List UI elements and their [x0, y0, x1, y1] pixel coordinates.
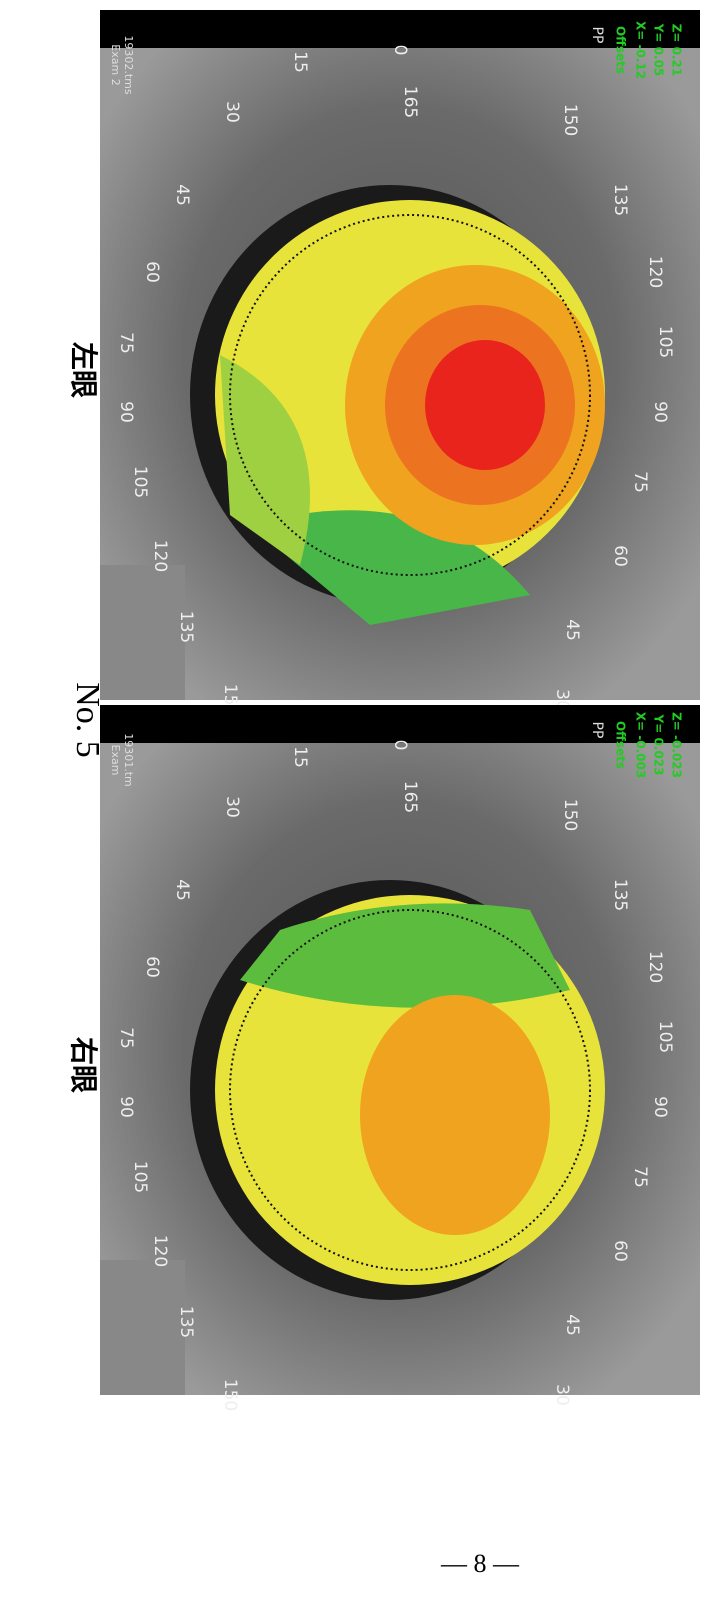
angle-label: 0: [390, 740, 410, 751]
file-name: 19301.tm: [122, 733, 135, 787]
angle-label: 105: [655, 1021, 675, 1053]
map-green: [240, 903, 570, 1008]
angle-label: 165: [400, 781, 420, 813]
file-name: 19302.tms: [122, 35, 135, 95]
offset-value: X= -0.12: [634, 21, 648, 79]
offsets-title: Offsets: [614, 721, 628, 769]
eye-label: 左眼: [67, 342, 100, 398]
angle-label: 0: [390, 45, 410, 56]
angle-label: 105: [655, 326, 675, 358]
angle-label: 135: [610, 879, 630, 911]
angle-label: 90: [650, 401, 670, 423]
map-orange: [360, 995, 550, 1235]
offset-value: Z= -0.023: [670, 712, 684, 778]
angle-label: 45: [562, 619, 582, 641]
offsets-title: Offsets: [614, 26, 628, 74]
angle-label: 75: [116, 1027, 136, 1049]
corner-block: [100, 1260, 185, 1395]
angle-label: 150: [560, 104, 580, 136]
angle-label: 60: [142, 261, 162, 283]
map-ring: [229, 214, 591, 576]
angle-label: 135: [176, 611, 196, 643]
map-red: [425, 340, 545, 470]
angle-label: 60: [610, 1240, 630, 1262]
offset-value: Y= 0.023: [652, 714, 666, 776]
angle-label: 45: [172, 879, 192, 901]
angle-label: 105: [130, 1161, 150, 1193]
angle-label: 15: [290, 746, 310, 768]
angle-label: 15: [290, 51, 310, 73]
angle-label: 30: [222, 796, 242, 818]
angle-label: 30: [222, 101, 242, 123]
angle-label: 150: [220, 1379, 240, 1411]
angle-label: 60: [142, 956, 162, 978]
angle-label: 90: [116, 1096, 136, 1118]
angle-label: 120: [645, 951, 665, 983]
angle-label: 75: [116, 332, 136, 354]
corner-block: [100, 565, 185, 700]
angle-label: 75: [630, 1166, 650, 1188]
exam-label: Exam: [109, 745, 122, 776]
exam-label: Exam 2: [109, 44, 122, 85]
header-bar: [100, 10, 700, 48]
angle-label: 135: [610, 184, 630, 216]
pp-label: PP: [589, 27, 605, 44]
angle-label: 105: [130, 466, 150, 498]
offset-value: X= -0.003: [634, 712, 648, 778]
angle-label: 75: [630, 471, 650, 493]
angle-label: 90: [650, 1096, 670, 1118]
angle-label: 45: [562, 1314, 582, 1336]
angle-label: 135: [176, 1306, 196, 1338]
angle-label: 165: [400, 86, 420, 118]
header-bar: [100, 705, 700, 743]
offset-value: Y= 0.05: [652, 23, 666, 77]
angle-label: 60: [610, 545, 630, 567]
eye-label: 右眼: [67, 1037, 100, 1093]
angle-label: 150: [560, 799, 580, 831]
map-lightgreen: [220, 355, 310, 565]
pp-label: PP: [589, 722, 605, 739]
offset-value: Z= 0.21: [670, 24, 684, 77]
angle-label: 120: [150, 540, 170, 572]
map-ring: [229, 909, 591, 1271]
angle-label: 120: [150, 1235, 170, 1267]
angle-label: 90: [116, 401, 136, 423]
angle-label: 120: [645, 256, 665, 288]
page-number: — 8 —: [440, 1549, 520, 1578]
angle-label: 45: [172, 184, 192, 206]
angle-label: 30: [552, 1384, 572, 1406]
